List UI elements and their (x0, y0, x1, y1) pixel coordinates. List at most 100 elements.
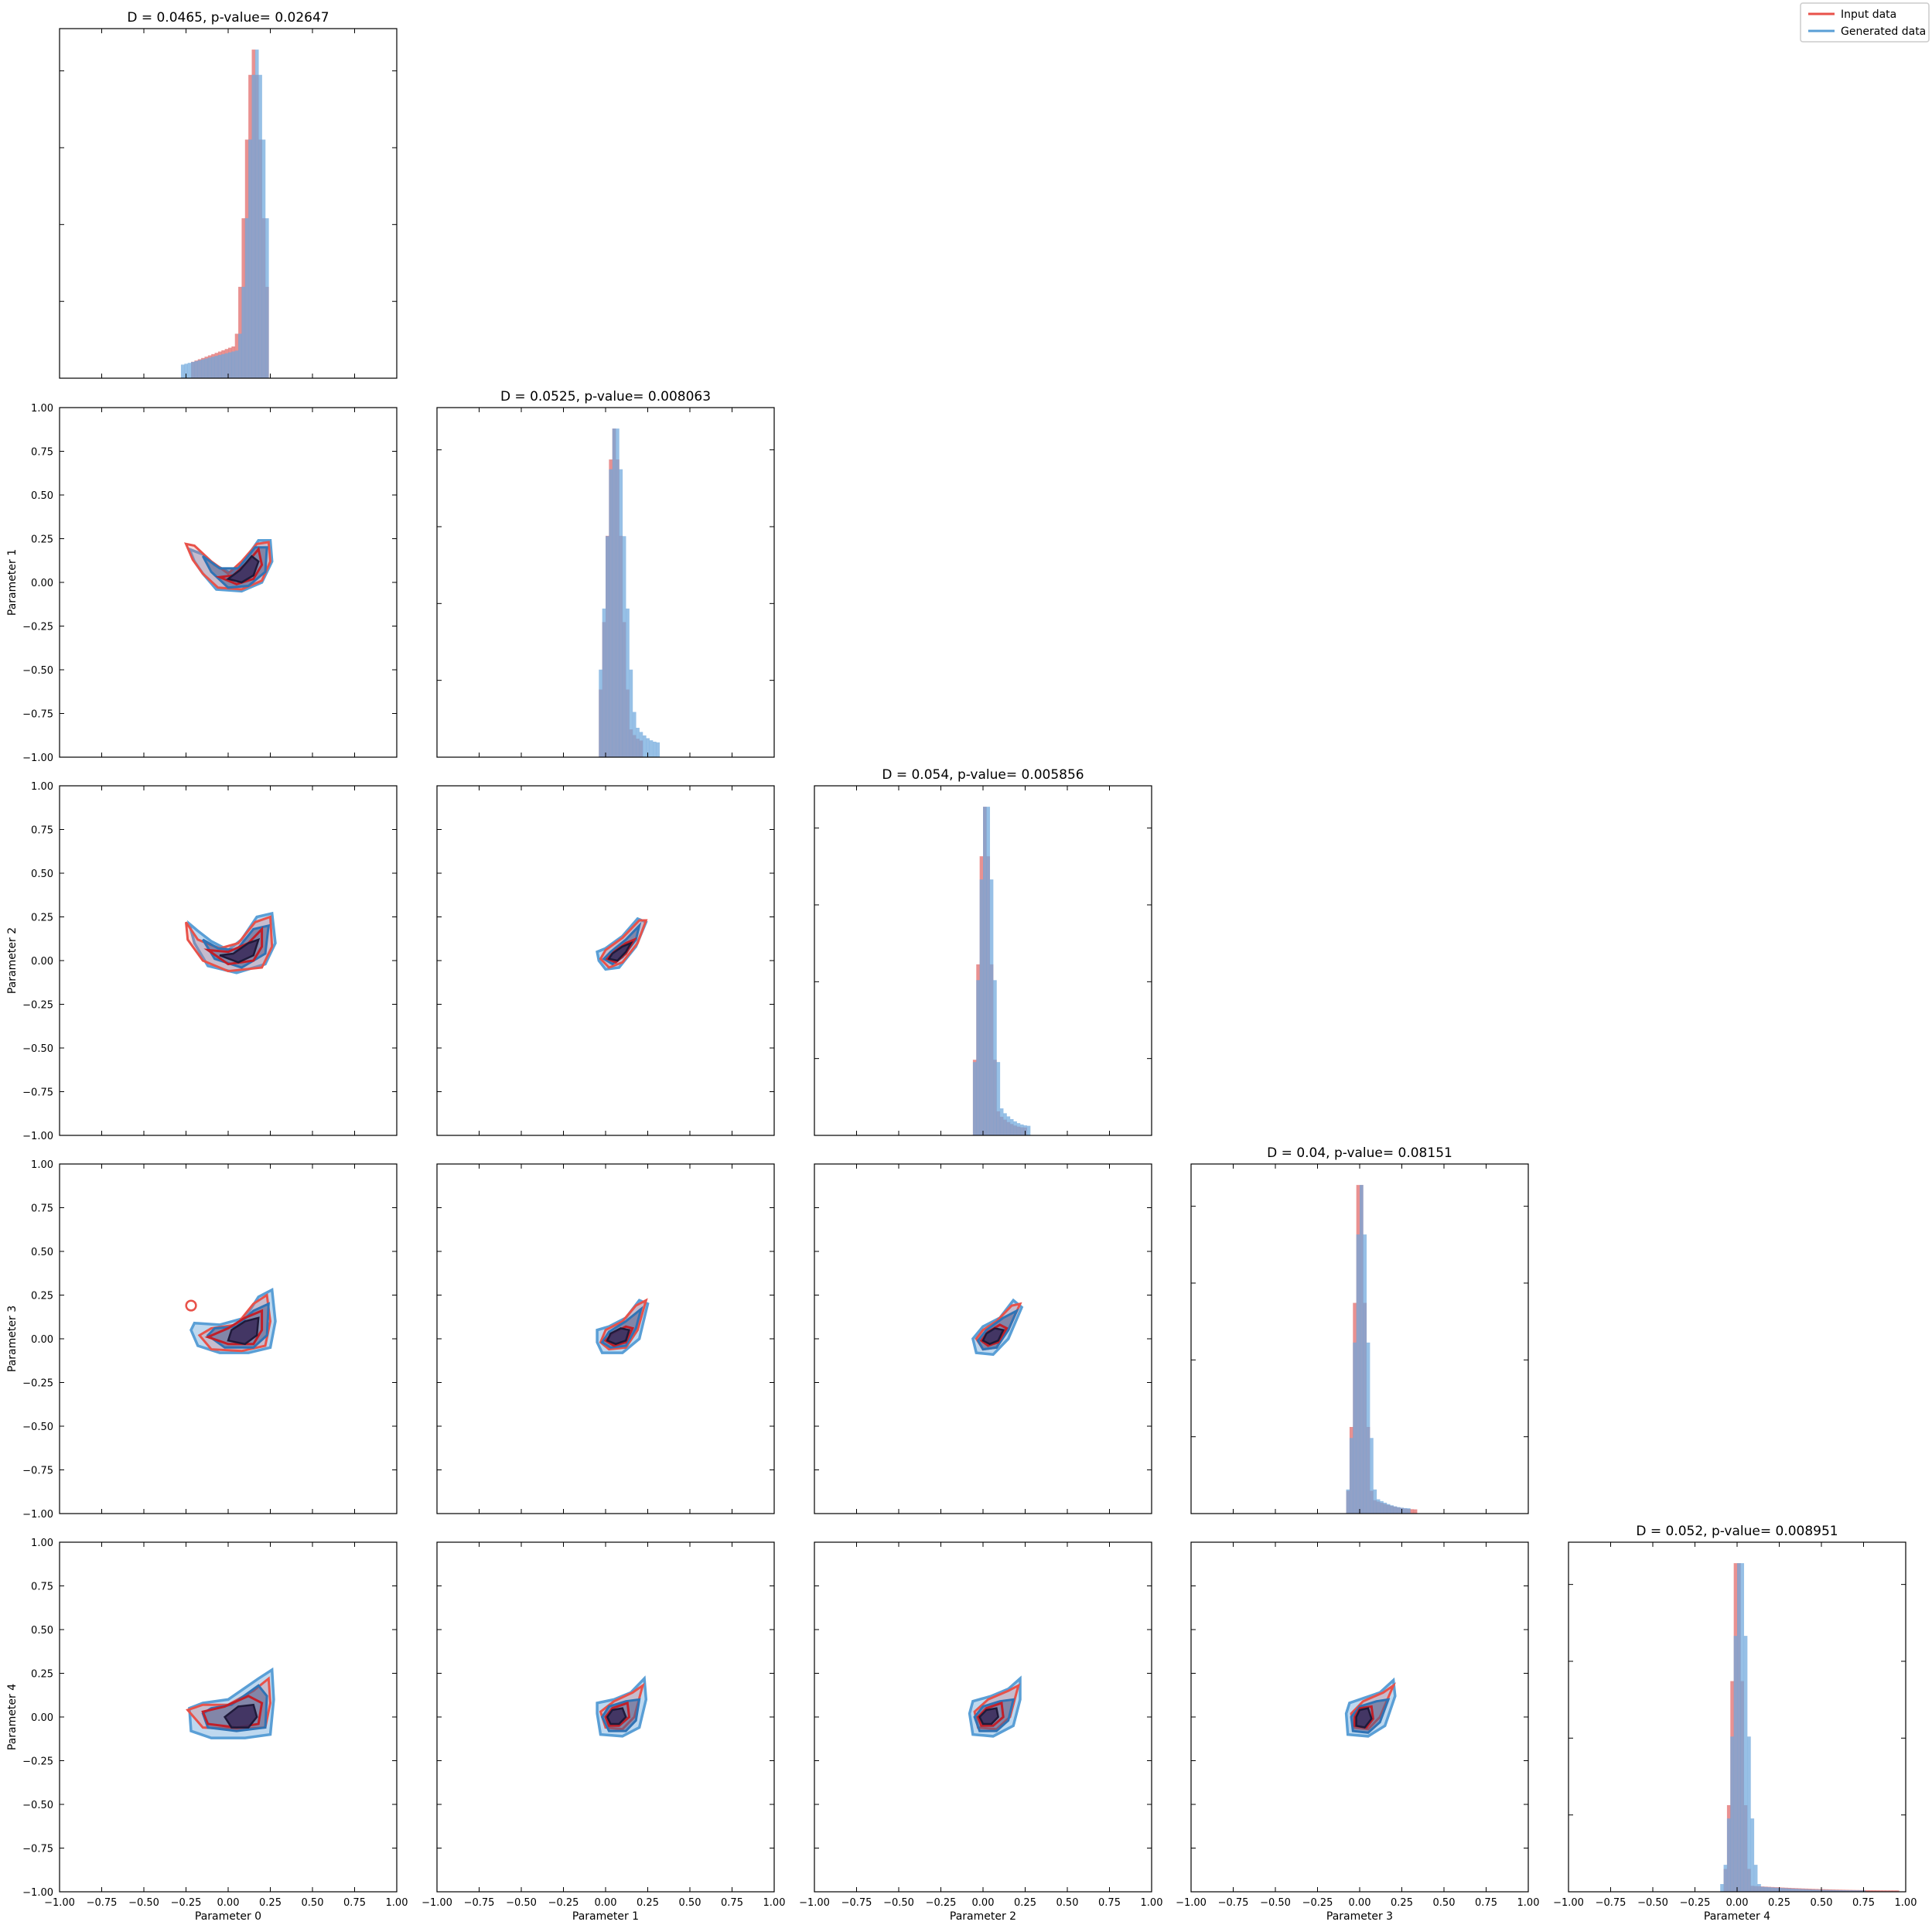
generated-hist-bar (228, 352, 232, 378)
x-tick-label: 0.25 (1014, 1897, 1036, 1909)
x-tick-label: −1.00 (1176, 1897, 1207, 1909)
y-tick-label: 0.25 (31, 1291, 53, 1302)
x-tick-label: 0.25 (1391, 1897, 1413, 1909)
generated-hist-bar (1390, 1505, 1394, 1514)
pair-panel-3-0: −1.00 −0.75 −0.50 −0.25 0.00 0.25 0.50 0.75 1.00… (6, 1159, 398, 1521)
generated-hist-bar (1818, 1889, 1822, 1892)
x-tick-label: 0.25 (259, 1897, 282, 1909)
x-tick-label: 0.75 (1852, 1897, 1875, 1909)
generated-hist-bar (972, 1062, 977, 1135)
y-axis-label: Parameter 2 (6, 927, 19, 994)
generated-hist-bar (996, 1062, 1001, 1135)
x-tick-label: −0.25 (1302, 1897, 1333, 1909)
input-hist-bar (1413, 1509, 1418, 1514)
generated-hist-bar (1747, 1736, 1751, 1892)
x-tick-label: 0.75 (343, 1897, 366, 1909)
x-tick-label: −0.25 (171, 1897, 202, 1909)
generated-hist-bar (1003, 1113, 1007, 1135)
generated-hist-bar (1013, 1121, 1017, 1135)
panel-title: D = 0.0465, p-value= 0.02647 (127, 10, 329, 26)
generated-hist-bar (1386, 1504, 1391, 1514)
generated-hist-bar (1383, 1502, 1388, 1514)
panel-title: D = 0.0525, p-value= 0.008063 (500, 389, 711, 404)
overlap-contour-core (607, 940, 633, 962)
generated-hist-bar (653, 741, 657, 757)
y-tick-label: −0.25 (22, 1756, 53, 1768)
x-tick-label: −0.75 (464, 1897, 495, 1909)
generated-hist-bar (1773, 1887, 1778, 1892)
input-contour-inner (204, 1309, 264, 1346)
generated-hist-bar (1407, 1508, 1411, 1514)
generated-hist-bar (983, 807, 987, 1135)
x-tick-label: −0.75 (1596, 1897, 1626, 1909)
pair-panel-4-1: −1.00 −0.75 −0.50 −0.25 0.00 0.25 0.50 0.75 1.00… (422, 1541, 785, 1923)
overlap-contour-core (981, 1327, 1005, 1346)
generated-hist-bar (979, 879, 984, 1135)
x-axis-label: Parameter 4 (1704, 1910, 1770, 1923)
generated-hist-bar (244, 218, 249, 378)
panel-title: D = 0.054, p-value= 0.005856 (882, 767, 1084, 783)
input-hist-bar (1885, 1890, 1889, 1892)
y-tick-label: −0.50 (22, 665, 53, 677)
y-tick-label: 0.25 (31, 913, 53, 924)
generated-hist-bar (1835, 1889, 1839, 1892)
generated-hist-bar (214, 356, 219, 378)
generated-hist-bar (1016, 1123, 1021, 1135)
generated-hist-bar (1733, 1636, 1738, 1892)
generated-hist-bar (636, 727, 640, 757)
input-contour-inner (976, 1701, 1005, 1727)
generated-hist-bar (258, 74, 262, 379)
generated-hist-bar (612, 428, 616, 757)
legend: Input data Generated data (1800, 2, 1930, 43)
x-tick-label: 0.00 (595, 1897, 617, 1909)
generated-hist-bar (1780, 1888, 1785, 1892)
overlap-contour-core (219, 937, 261, 964)
y-tick-label: −1.00 (22, 1131, 53, 1142)
generated-hist-bar (1760, 1886, 1765, 1892)
pair-panel-3-2 (814, 1163, 1152, 1514)
y-tick-label: 0.00 (31, 1712, 53, 1724)
y-tick-label: −1.00 (22, 1887, 53, 1899)
y-tick-label: 0.50 (31, 1625, 53, 1637)
generated-hist-bar (1770, 1887, 1775, 1892)
generated-hist-bar (1828, 1889, 1832, 1892)
y-tick-label: 0.25 (31, 534, 53, 546)
generated-hist-bar (1023, 1125, 1027, 1135)
generated-hist-bar (180, 364, 185, 378)
generated-hist-bar (616, 428, 620, 757)
x-tick-label: 1.00 (1141, 1897, 1163, 1909)
x-tick-label: −0.50 (1637, 1897, 1668, 1909)
x-tick-label: 0.00 (1349, 1897, 1371, 1909)
x-tick-label: 0.25 (637, 1897, 659, 1909)
x-tick-label: −1.00 (799, 1897, 830, 1909)
generated-hist-bar (1811, 1889, 1815, 1892)
x-tick-label: 0.75 (721, 1897, 743, 1909)
x-tick-label: −0.75 (841, 1897, 872, 1909)
diagonal-panel-3: D = 0.04, p-value= 0.08151 (1190, 1145, 1529, 1514)
input-hist-bar (1879, 1890, 1883, 1892)
pair-panel-4-2: −1.00 −0.75 −0.50 −0.25 0.00 0.25 0.50 0.75 1.00… (799, 1541, 1163, 1923)
x-tick-label: 0.50 (1811, 1897, 1833, 1909)
x-tick-label: −0.25 (926, 1897, 957, 1909)
generated-hist-bar (993, 980, 997, 1135)
generated-hist-bar (1366, 1342, 1370, 1514)
generated-hist-bar (1814, 1889, 1818, 1892)
generated-hist-bar (1855, 1890, 1859, 1892)
generated-hist-bar (1393, 1506, 1398, 1514)
generated-hist-bar (238, 333, 242, 378)
generated-hist-bar (1753, 1865, 1758, 1892)
generated-hist-bar (224, 353, 229, 378)
y-tick-label: 0.50 (31, 869, 53, 880)
generated-hist-bar (1842, 1890, 1845, 1892)
generated-hist-bar (194, 360, 199, 378)
generated-hist-bar (1396, 1507, 1401, 1514)
generated-hist-bar (187, 363, 192, 378)
y-tick-label: 1.00 (31, 781, 53, 793)
axes-frame (59, 28, 398, 379)
x-tick-label: 1.00 (1517, 1897, 1540, 1909)
generated-hist-bar (639, 732, 643, 757)
overlap-contour-core (606, 1327, 631, 1346)
generated-hist-bar (1346, 1489, 1350, 1514)
y-tick-label: 1.00 (31, 403, 53, 415)
generated-hist-bar (1763, 1886, 1768, 1892)
